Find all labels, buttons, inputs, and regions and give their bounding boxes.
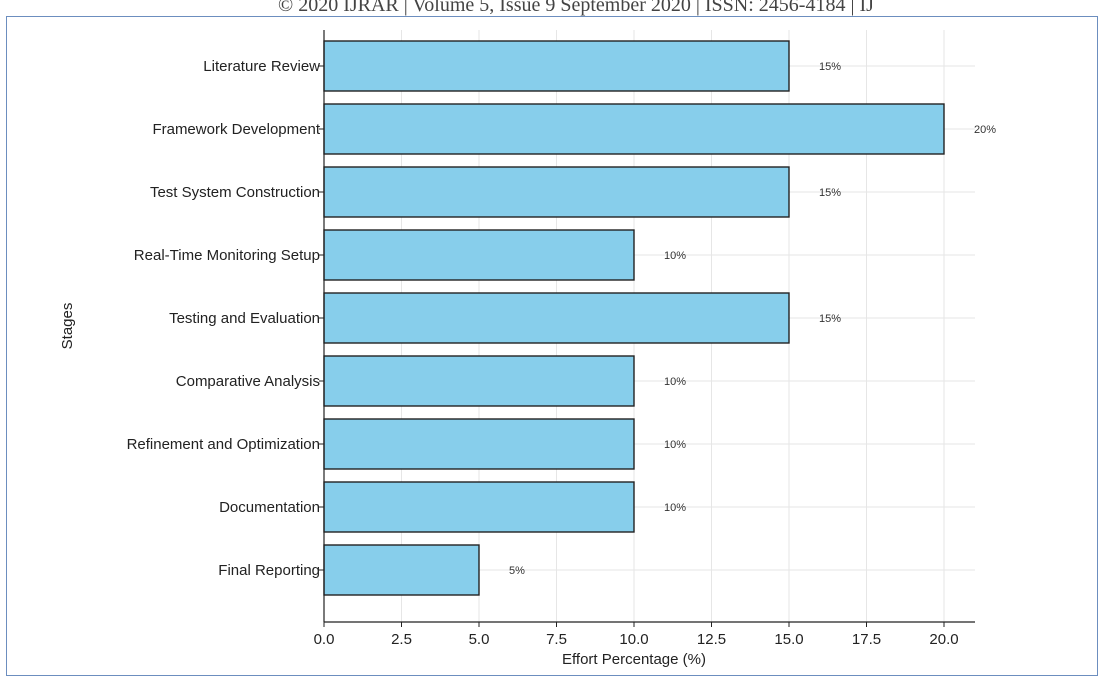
bar-value-label: 5% — [509, 565, 525, 577]
category-label: Real-Time Monitoring Setup — [134, 247, 320, 264]
x-tick-labels: 0.0 2.5 5.0 7.5 10.0 12.5 15.0 17.5 20.0 — [314, 622, 959, 648]
bar-value-label: 15% — [819, 313, 841, 325]
x-axis-label: Effort Percentage (%) — [562, 651, 706, 667]
category-label: Framework Development — [152, 121, 320, 138]
bar — [323, 418, 635, 470]
bar-value-label: 15% — [819, 61, 841, 73]
x-tick-label: 7.5 — [546, 631, 567, 648]
bar — [323, 103, 945, 155]
page-header: © 2020 IJRAR | Volume 5, Issue 9 Septemb… — [278, 0, 874, 16]
category-label: Final Reporting — [218, 562, 320, 579]
x-tick-label: 20.0 — [929, 631, 958, 648]
x-tick-label: 17.5 — [852, 631, 881, 648]
bar — [323, 544, 480, 596]
bar — [323, 40, 790, 92]
category-labels: Literature Review Framework Development Te… — [127, 58, 324, 579]
bar-value-label: 10% — [664, 439, 686, 451]
category-label: Documentation — [219, 499, 320, 516]
x-tick-label: 15.0 — [774, 631, 803, 648]
bar-value-label: 15% — [819, 187, 841, 199]
category-label: Literature Review — [203, 58, 320, 75]
x-tick-label: 10.0 — [619, 631, 648, 648]
x-tick-label: 12.5 — [697, 631, 726, 648]
value-labels: 15% 20% 15% 10% 15% 10% 10% 10% 5% — [509, 61, 996, 577]
y-axis-label: Stages — [59, 303, 76, 350]
category-label: Testing and Evaluation — [169, 310, 320, 327]
bar — [323, 229, 635, 281]
bar-value-label: 10% — [664, 502, 686, 514]
category-label: Test System Construction — [150, 184, 320, 201]
bars — [323, 40, 945, 596]
x-tick-label: 0.0 — [314, 631, 335, 648]
bar-value-label: 20% — [974, 124, 996, 136]
bar — [323, 292, 790, 344]
bar — [323, 481, 635, 533]
bar — [323, 166, 790, 218]
x-tick-label: 5.0 — [469, 631, 490, 648]
bar-value-label: 10% — [664, 250, 686, 262]
category-label: Refinement and Optimization — [127, 436, 320, 453]
bar-value-label: 10% — [664, 376, 686, 388]
bar — [323, 355, 635, 407]
x-tick-label: 2.5 — [391, 631, 412, 648]
category-label: Comparative Analysis — [176, 373, 320, 390]
